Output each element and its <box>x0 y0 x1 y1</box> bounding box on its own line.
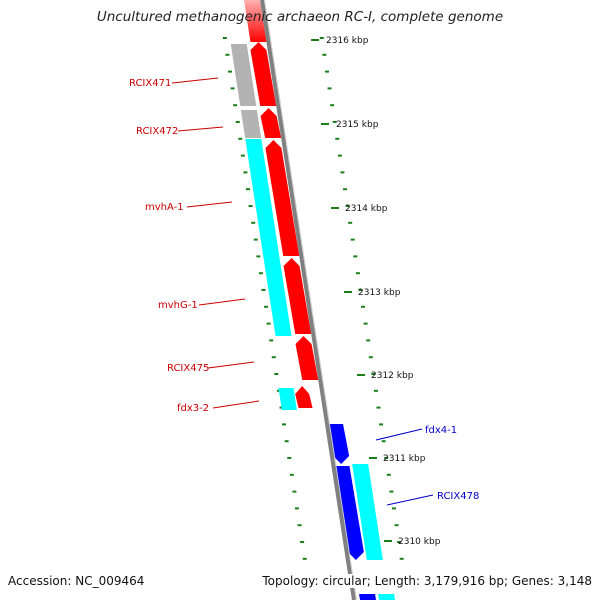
gene-labels: RCIX471 RCIX472 mvhA-1 mvhG-1 RCIX475 fd… <box>129 78 479 502</box>
forward-cds <box>295 386 313 408</box>
gene-label[interactable]: fdx4-1 <box>425 425 457 436</box>
map-title: Uncultured methanogenic archaeon RC-I, c… <box>96 9 504 25</box>
forward-cds <box>250 42 277 106</box>
gene-label[interactable]: mvhA-1 <box>145 202 184 213</box>
scale-label: 2311 kbp <box>383 454 426 464</box>
reverse-cds <box>333 466 364 560</box>
gene-label[interactable]: RCIX471 <box>129 78 171 89</box>
reverse-cds <box>359 594 376 600</box>
forward-cds <box>295 336 319 380</box>
scale-label: 2314 kbp <box>345 204 388 214</box>
leader-line <box>212 400 260 409</box>
scale-label: 2316 kbp <box>326 36 369 46</box>
cyan-feature <box>378 594 395 600</box>
cyan-feature <box>352 464 383 560</box>
gene-label[interactable]: RCIX478 <box>437 491 479 502</box>
outer-tick-dots <box>319 37 404 560</box>
forward-cds <box>265 140 300 256</box>
leader-line <box>207 361 255 369</box>
cyan-feature <box>278 388 297 410</box>
gene-label[interactable]: mvhG-1 <box>158 300 198 311</box>
reverse-cds <box>327 424 350 464</box>
genome-backbone <box>260 0 356 600</box>
gene-label[interactable]: RCIX475 <box>167 363 209 374</box>
scale-label: 2312 kbp <box>371 371 414 381</box>
scale-label: 2310 kbp <box>398 537 441 547</box>
leader-line <box>198 298 246 306</box>
forward-cds <box>244 0 267 42</box>
genome-backbone-edge <box>264 0 357 600</box>
feature-track <box>230 0 395 600</box>
scale-label: 2315 kbp <box>336 120 379 130</box>
scale-label: 2313 kbp <box>358 288 401 298</box>
accession-text: Accession: NC_009464 <box>8 574 145 588</box>
leader-line <box>186 201 233 208</box>
scale-labels: 2316 kbp 2315 kbp 2314 kbp 2313 kbp 2312… <box>311 36 441 547</box>
leader-line <box>171 77 219 84</box>
gene-label[interactable]: RCIX472 <box>136 126 178 137</box>
leader-line <box>386 494 434 506</box>
cyan-feature <box>245 139 292 336</box>
gray-feature <box>240 110 262 138</box>
forward-cds <box>283 258 312 334</box>
leader-line <box>375 428 423 441</box>
gene-label[interactable]: fdx3-2 <box>177 403 209 414</box>
leader-line <box>177 126 224 132</box>
label-leaders <box>171 77 434 506</box>
gray-feature <box>230 44 257 106</box>
forward-cds <box>260 108 282 138</box>
topology-text: Topology: circular; Length: 3,179,916 bp… <box>258 574 592 588</box>
